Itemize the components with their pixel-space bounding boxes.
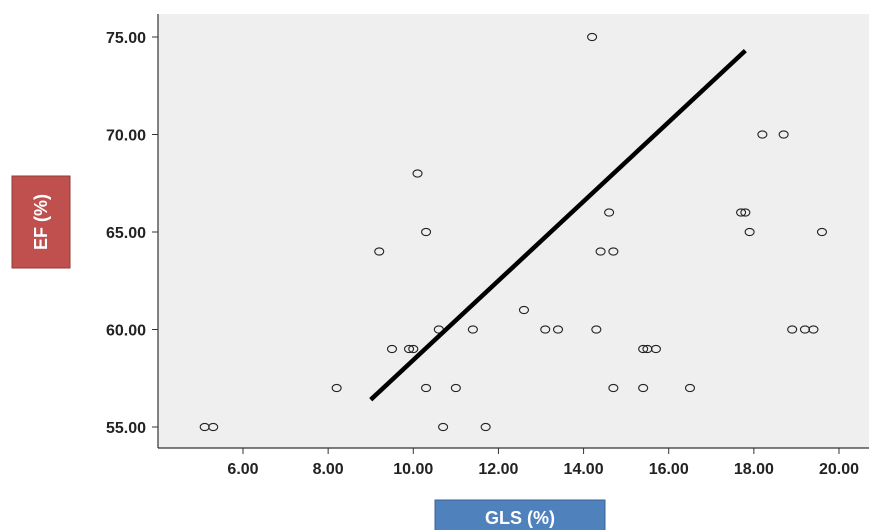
- scatter-point: [518, 305, 530, 315]
- x-axis-ticks: 6.00 8.00 10.00 12.00 14.00 16.00 18.00 20.00: [227, 448, 859, 478]
- scatter-point: [467, 325, 478, 334]
- scatter-point: [608, 383, 619, 393]
- y-axis-ticks: 55.00 60.00 65.00 70.00 75.00: [106, 30, 158, 437]
- scatter-point: [638, 383, 649, 393]
- scatter-point: [808, 325, 819, 334]
- scatter-point: [421, 227, 432, 237]
- scatter-point: [450, 383, 461, 393]
- scatter-point: [591, 325, 602, 334]
- y-tick-label: 75.00: [106, 30, 146, 47]
- x-tick-label: 6.00: [227, 461, 258, 478]
- y-axis-label-background: [11, 175, 71, 269]
- scatter-point: [608, 247, 619, 256]
- scatter-point: [374, 247, 385, 256]
- scatter-point: [757, 130, 768, 139]
- fit-line: [369, 49, 747, 402]
- scatter-point: [595, 247, 606, 256]
- scatter-point: [736, 208, 747, 217]
- x-tick-label: 12.00: [478, 461, 518, 478]
- x-axis-label-box: GLS (%): [434, 499, 606, 530]
- scatter-point: [438, 422, 449, 432]
- scatter-point: [787, 325, 798, 334]
- scatter-point: [684, 383, 696, 393]
- plot-area: [158, 14, 869, 448]
- x-tick-label: 16.00: [649, 461, 689, 478]
- x-tick-label: 14.00: [564, 461, 604, 478]
- scatter-point: [740, 208, 751, 217]
- scatter-point: [816, 227, 828, 237]
- scatter-point: [403, 344, 415, 354]
- scatter-point: [386, 344, 398, 354]
- scatter-point: [408, 344, 419, 354]
- scatter-point: [552, 325, 564, 334]
- x-tick-label: 20.00: [819, 461, 859, 478]
- scatter-point: [650, 344, 661, 354]
- scatter-point: [412, 169, 423, 178]
- data-points: [199, 32, 828, 432]
- scatter-point: [778, 130, 789, 139]
- y-tick-label: 70.00: [106, 128, 146, 145]
- y-tick-label: 55.00: [106, 420, 146, 437]
- x-axis-label: GLS (%): [485, 508, 555, 528]
- scatter-point: [744, 227, 755, 237]
- scatter-point: [480, 422, 491, 432]
- x-tick-label: 18.00: [734, 461, 774, 478]
- scatter-point: [540, 325, 551, 334]
- scatter-point: [208, 422, 219, 432]
- scatter-point: [331, 383, 342, 393]
- scatter-point: [587, 32, 598, 42]
- x-axis-label-background: [434, 499, 606, 530]
- x-tick-label: 8.00: [313, 461, 344, 478]
- scatter-point: [604, 208, 615, 217]
- y-axis-label-box: EF (%): [11, 175, 71, 269]
- y-tick-label: 65.00: [106, 225, 146, 242]
- y-tick-label: 60.00: [106, 323, 146, 340]
- scatter-point: [638, 344, 649, 354]
- x-tick-label: 10.00: [393, 461, 433, 478]
- scatter-point: [421, 383, 432, 393]
- y-axis-label: EF (%): [31, 194, 51, 250]
